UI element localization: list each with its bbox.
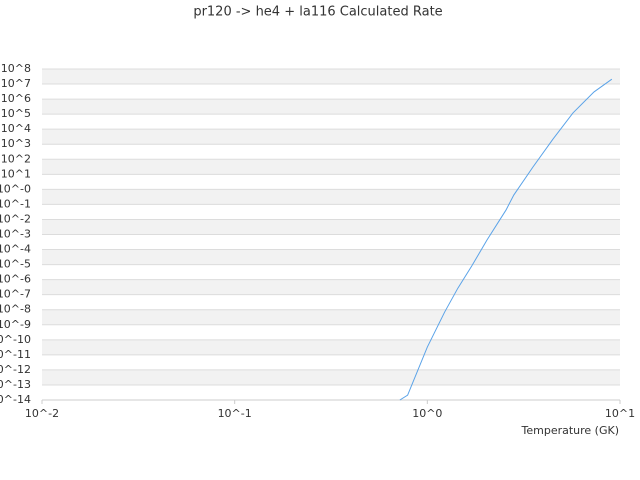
y-tick-label: 10^-0 (0, 182, 31, 195)
chart-title: pr120 -> he4 + la116 Calculated Rate (193, 5, 442, 20)
y-tick-label: 10^-2 (0, 212, 31, 225)
plot-background (42, 69, 620, 385)
y-tick-label: 10^-10 (0, 333, 31, 346)
y-tick-label: 10^-9 (0, 318, 31, 331)
y-tick-label: 10^-12 (0, 363, 31, 376)
data-line (399, 78, 613, 401)
x-axis-label: Temperature (GK) (521, 424, 620, 437)
y-tick-label: 10^-3 (0, 228, 31, 241)
y-tick-label: 10^-5 (0, 258, 31, 271)
y-tick-label: 10^-13 (0, 378, 31, 391)
y-tick-label: 10^7 (1, 77, 31, 90)
y-tick-label: 10^-11 (0, 348, 31, 361)
y-tick-label: 10^-8 (0, 303, 31, 316)
y-tick-label: 10^4 (1, 122, 31, 135)
grid-band (42, 129, 620, 145)
grid-band (42, 219, 620, 235)
y-tick-label: 10^-6 (0, 273, 31, 286)
grid-band (42, 339, 620, 355)
grid-band (42, 69, 620, 85)
y-tick-label: 10^6 (1, 92, 31, 105)
x-tick-label: 10^-1 (218, 407, 252, 420)
grid-band (42, 159, 620, 175)
y-tick-label: 10^1 (1, 167, 31, 180)
x-tick-label: 10^0 (412, 407, 442, 420)
y-tick-label: 10^5 (1, 107, 31, 120)
grid-band (42, 309, 620, 325)
y-tick-label: 10^-1 (0, 197, 31, 210)
y-tick-label: 10^3 (1, 137, 31, 150)
grid-band (42, 189, 620, 205)
grid-band (42, 369, 620, 385)
x-tick-label: 10^1 (605, 407, 635, 420)
y-tick-label: 10^2 (1, 152, 31, 165)
grid-band (42, 249, 620, 265)
y-tick-label: 10^-7 (0, 288, 31, 301)
grid-band (42, 279, 620, 295)
y-tick-label: 10^8 (1, 62, 31, 75)
y-tick-label: 10^-14 (0, 393, 31, 406)
y-tick-label: 10^-4 (0, 243, 31, 256)
grid-band (42, 99, 620, 115)
x-tick-label: 10^-2 (25, 407, 59, 420)
